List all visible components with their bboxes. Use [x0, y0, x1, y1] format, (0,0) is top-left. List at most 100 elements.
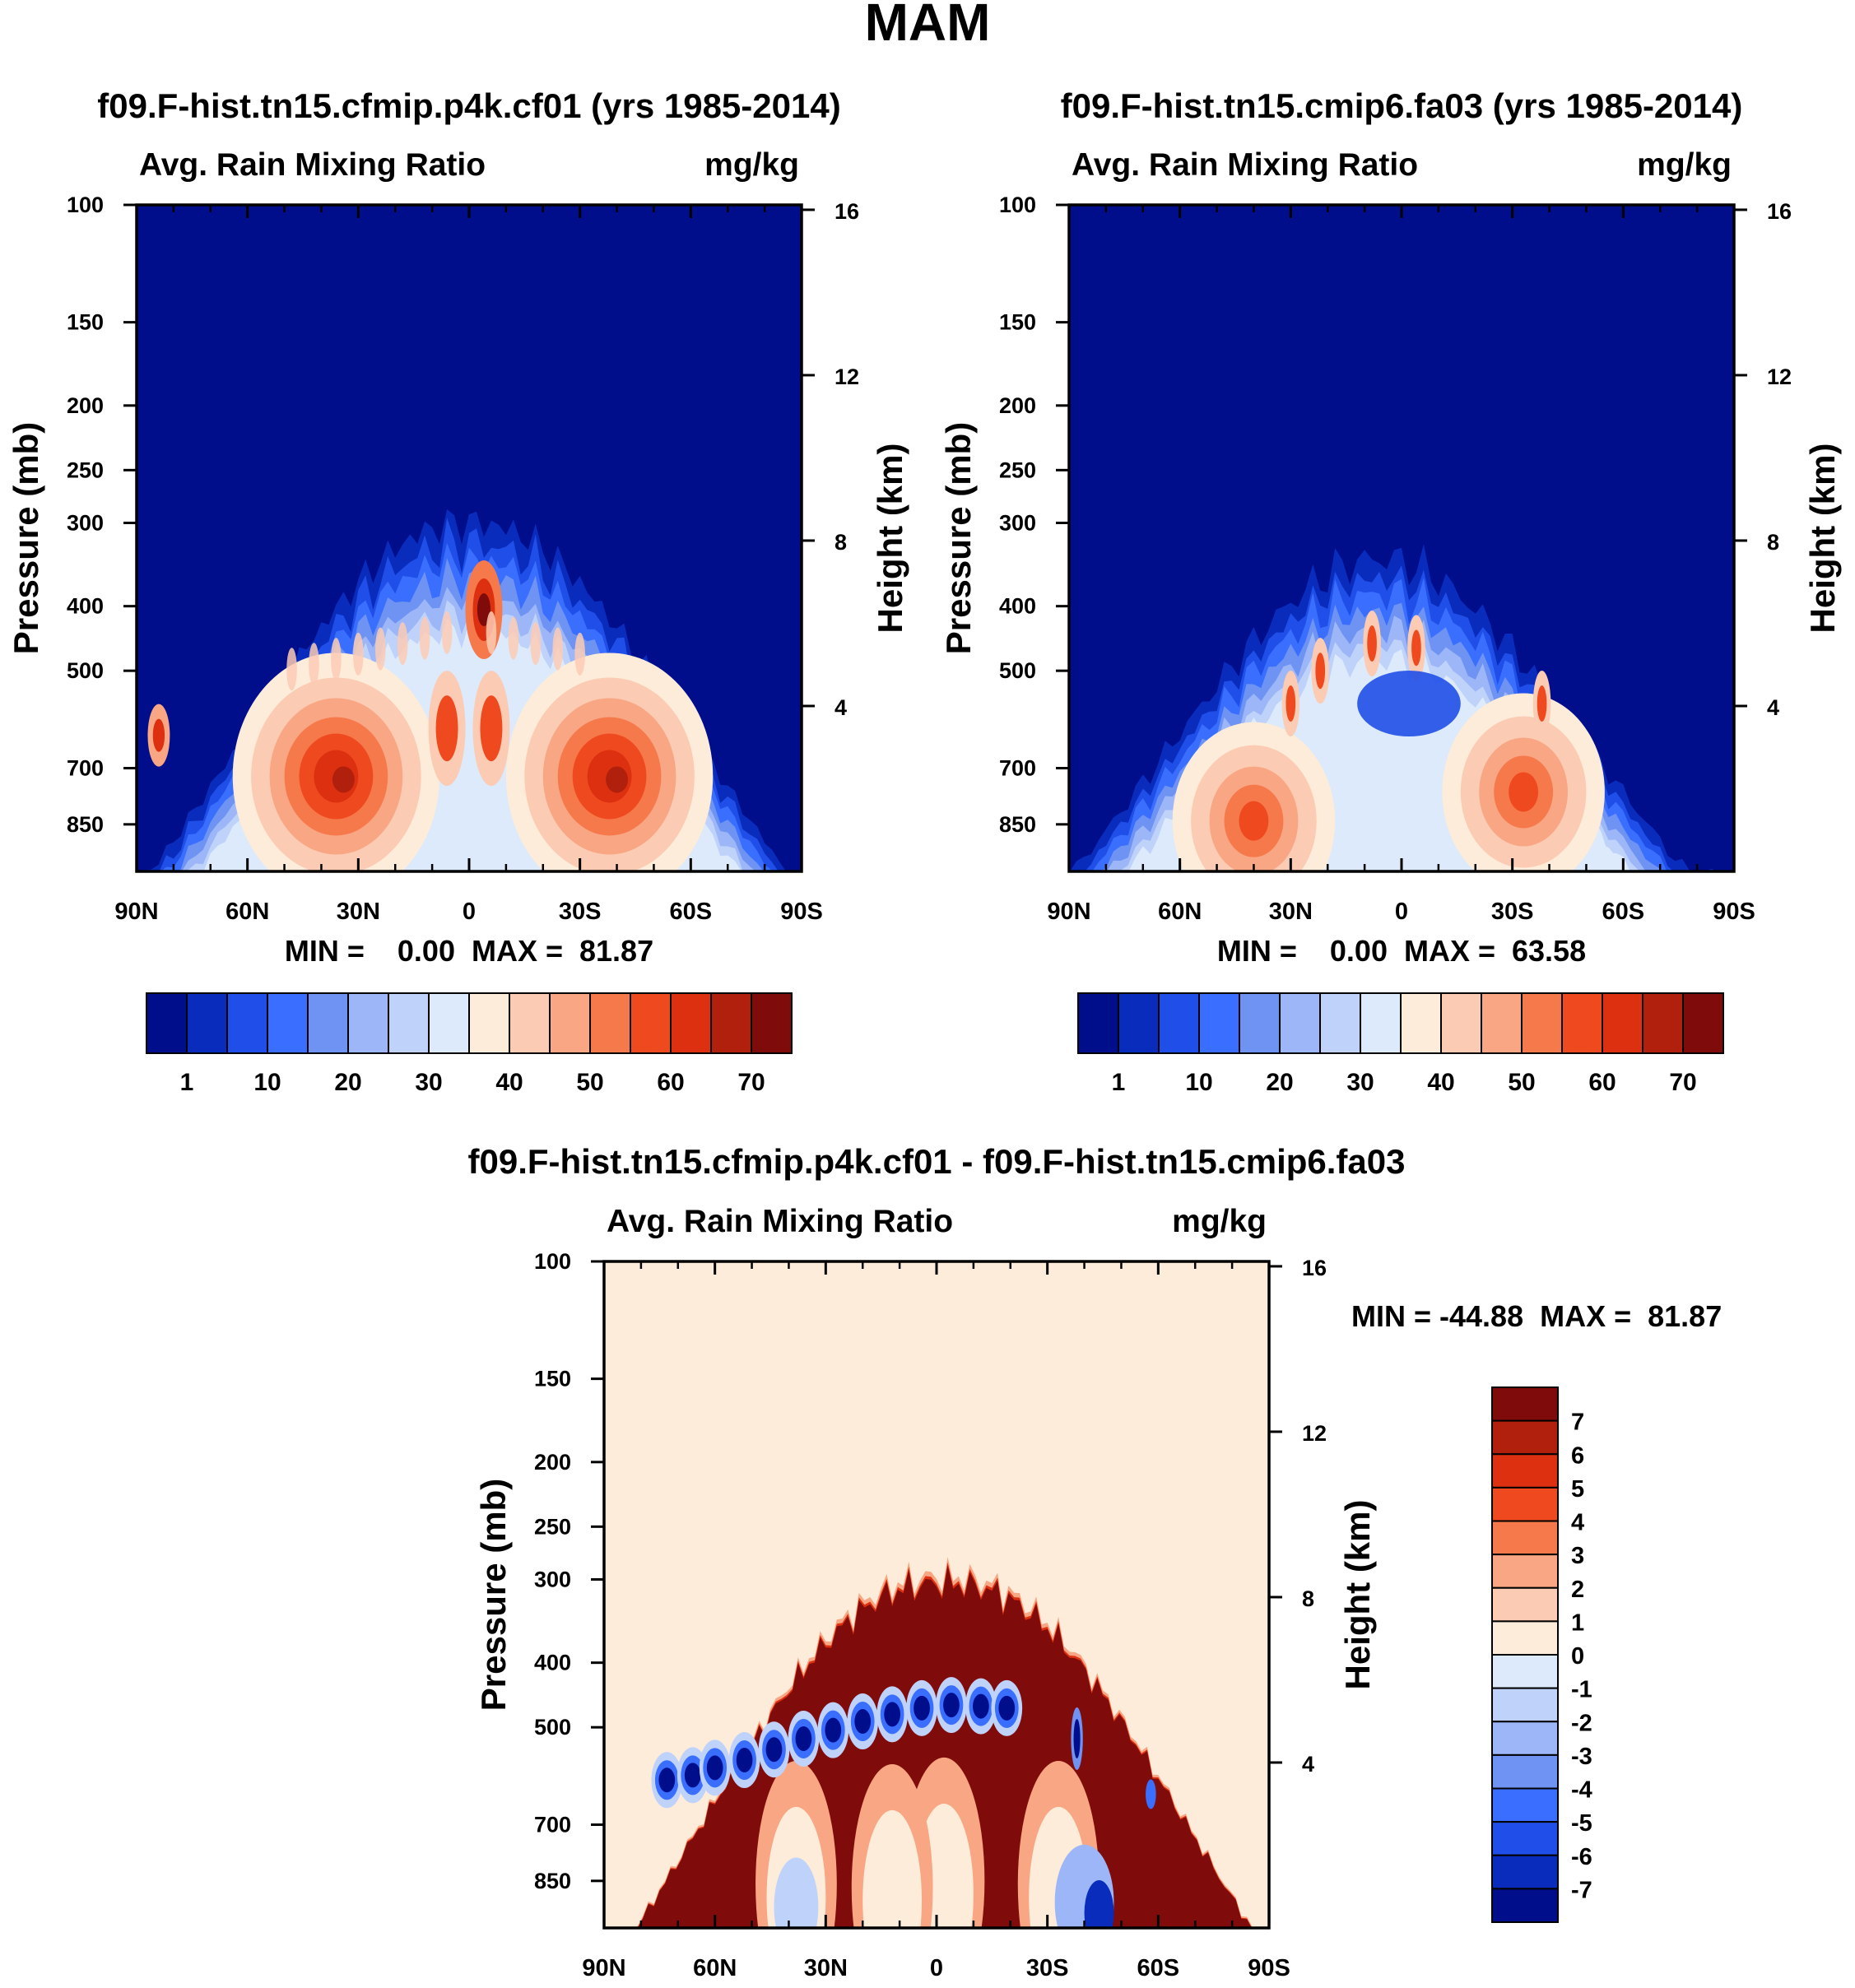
y2-tick-label: 8	[835, 530, 847, 555]
colorbar-swatch	[1491, 1687, 1559, 1723]
colorbar-swatch	[1491, 1654, 1559, 1689]
y-tick-label: 150	[999, 310, 1036, 335]
rain-maximum-core	[1537, 685, 1547, 722]
rain-streak	[397, 622, 408, 666]
y-tick-label: 150	[67, 310, 104, 335]
colorbar-swatch	[347, 992, 389, 1054]
colorbar-swatch	[1491, 1888, 1559, 1923]
x-tick-label: 90N	[114, 899, 158, 925]
rain-streak	[419, 616, 430, 660]
y-axis-title: Pressure (mb)	[474, 1479, 513, 1711]
colorbar-swatch	[1602, 992, 1643, 1054]
negative-difference	[765, 1737, 783, 1763]
negative-difference	[972, 1693, 989, 1719]
y-tick-label: 100	[534, 1249, 571, 1274]
colorbar-label: 70	[737, 1069, 765, 1096]
variable-label: Avg. Rain Mixing Ratio	[1072, 147, 1418, 183]
colorbar-label: 20	[334, 1069, 361, 1096]
y2-axis-title: Height (km)	[1803, 444, 1842, 634]
x-tick-label: 90S	[780, 899, 823, 925]
field	[1069, 205, 1734, 871]
colorbar-swatch	[186, 992, 228, 1054]
colorbar-swatch	[1491, 1586, 1559, 1623]
colorbar-label: 10	[253, 1069, 281, 1096]
min-max-label: MIN = 0.00 MAX = 81.87	[285, 934, 653, 968]
x-tick-label: 90N	[582, 1955, 625, 1981]
y-tick-label: 850	[67, 812, 104, 837]
difference-band	[862, 1809, 923, 1928]
panel-1: f09.F-hist.tn15.cfmip.p4k.cf01 (yrs 1985…	[7, 86, 909, 1096]
x-tick-label: 90S	[1248, 1955, 1290, 1981]
colorbar-swatch	[670, 992, 712, 1054]
x-tick-label: 90N	[1047, 899, 1090, 925]
panel-title: f09.F-hist.tn15.cmip6.fa03 (yrs 1985-201…	[1061, 86, 1743, 125]
colorbar-label: 20	[1266, 1069, 1293, 1096]
colorbar-swatch	[1440, 992, 1482, 1054]
rain-streak	[486, 611, 497, 654]
colorbar-label: 60	[1588, 1069, 1616, 1096]
colorbar-swatch	[1491, 1753, 1559, 1790]
colorbar-swatch	[1521, 992, 1563, 1054]
units-label: mg/kg	[1637, 147, 1732, 183]
colorbar-swatch	[1642, 992, 1684, 1054]
field	[137, 205, 802, 871]
y-tick-label: 200	[67, 393, 104, 418]
rain-streak	[286, 648, 297, 691]
colorbar-label: 30	[415, 1069, 442, 1096]
colorbar-swatch	[1491, 1386, 1559, 1422]
rain-maximum-core	[152, 718, 165, 752]
colorbar-label: -7	[1571, 1877, 1592, 1903]
y-tick-label: 500	[999, 658, 1036, 683]
rain-streak	[331, 638, 342, 681]
y2-tick-label: 12	[1302, 1421, 1327, 1446]
colorbar-label: 5	[1571, 1476, 1584, 1503]
x-tick-label: 0	[1395, 899, 1408, 925]
colorbar-swatch	[428, 992, 470, 1054]
x-tick-label: 30N	[1269, 899, 1313, 925]
x-tick-label: 60N	[1158, 899, 1202, 925]
rain-streak	[441, 611, 453, 654]
negative-difference	[684, 1763, 701, 1788]
y2-tick-label: 12	[835, 365, 859, 389]
rain-streak	[530, 622, 542, 666]
y-tick-label: 250	[534, 1514, 571, 1539]
y-tick-label: 200	[534, 1450, 571, 1475]
colorbar-label: -2	[1571, 1710, 1592, 1736]
rain-streak	[374, 627, 386, 671]
x-tick-label: 30S	[559, 899, 602, 925]
min-max-label: MIN = -44.88 MAX = 81.87	[1351, 1299, 1722, 1333]
rain-streak	[309, 643, 319, 686]
colorbar-label: -6	[1571, 1844, 1592, 1870]
colorbar-swatch	[1491, 1453, 1559, 1489]
y-tick-label: 150	[534, 1367, 571, 1391]
panel-3: f09.F-hist.tn15.cfmip.p4k.cf01 - f09.F-h…	[468, 1142, 1723, 1981]
rain-streak	[508, 616, 519, 660]
y2-tick-label: 8	[1302, 1586, 1314, 1611]
colorbar-swatch	[307, 992, 349, 1054]
rain-maximum-core	[332, 766, 355, 793]
x-tick-label: 0	[463, 899, 476, 925]
x-tick-label: 30S	[1491, 899, 1534, 925]
rain-streak	[353, 632, 364, 676]
negative-difference	[736, 1748, 753, 1773]
negative-difference	[706, 1755, 723, 1781]
x-tick-label: 60S	[670, 899, 713, 925]
y2-tick-label: 12	[1767, 365, 1792, 389]
panel-2: f09.F-hist.tn15.cmip6.fa03 (yrs 1985-201…	[939, 86, 1842, 1096]
colorbar-label: -3	[1571, 1744, 1592, 1770]
x-tick-label: 30S	[1026, 1955, 1069, 1981]
colorbar-label: 1	[1112, 1069, 1126, 1096]
negative-difference	[943, 1693, 960, 1718]
x-tick-label: 60S	[1137, 1955, 1180, 1981]
negative-difference	[1084, 1879, 1114, 1928]
colorbar-swatch	[1491, 1787, 1559, 1823]
colorbar-swatch	[1491, 1554, 1559, 1589]
negative-difference	[658, 1767, 676, 1793]
colorbar-swatch	[146, 992, 188, 1054]
negative-difference	[854, 1709, 872, 1735]
variable-label: Avg. Rain Mixing Ratio	[607, 1204, 953, 1239]
colorbar-swatch	[1319, 992, 1361, 1054]
units-label: mg/kg	[704, 147, 799, 183]
y-tick-label: 850	[999, 812, 1036, 837]
colorbar-label: 6	[1571, 1442, 1584, 1469]
